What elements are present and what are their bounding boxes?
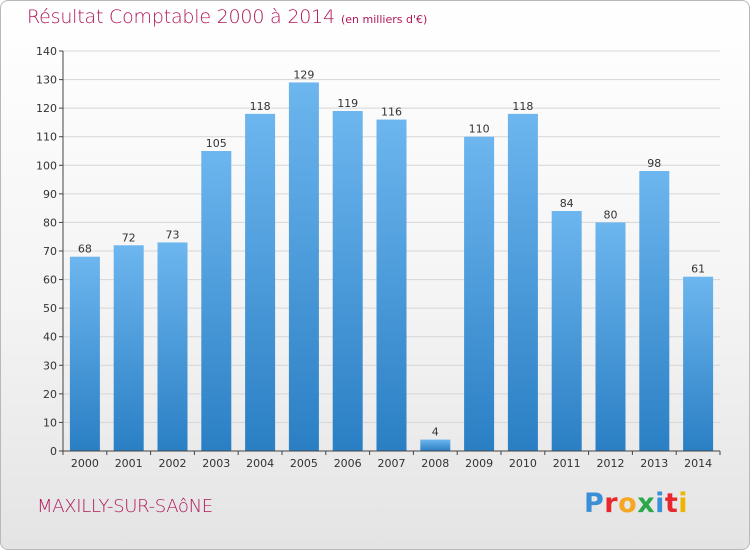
data-label-2008: 4 xyxy=(432,426,439,439)
x-tick-label-2010: 2010 xyxy=(509,457,537,470)
x-axis: 2000 2001 2002 2003 2004 2005 2006 2007 2008 2009… xyxy=(62,450,721,470)
bar-2008 xyxy=(420,439,451,451)
bars: 68 72 73 105 118 129 119 116 4 110 118 84 80 98 61 xyxy=(69,68,714,452)
bar-2002 xyxy=(157,242,188,451)
data-label-2013: 98 xyxy=(647,157,661,170)
logo-letter: x xyxy=(637,488,656,519)
bar-2009 xyxy=(464,136,495,451)
x-tick-label-2004: 2004 xyxy=(246,457,274,470)
x-tick-label-2000: 2000 xyxy=(71,457,99,470)
data-label-2011: 84 xyxy=(560,197,574,210)
bar-2006 xyxy=(332,111,363,451)
logo-letter: i xyxy=(678,488,689,519)
bar-2013 xyxy=(639,171,670,451)
x-tick-label-2005: 2005 xyxy=(290,457,318,470)
y-tick-label: 0 xyxy=(50,445,57,458)
y-tick-label: 20 xyxy=(43,388,57,401)
proxiti-logo: Proxiti xyxy=(584,488,688,519)
y-tick-label: 50 xyxy=(43,302,57,315)
data-label-2010: 118 xyxy=(512,100,533,113)
y-tick-label: 10 xyxy=(43,416,57,429)
data-label-2014: 61 xyxy=(691,263,705,276)
data-label-2012: 80 xyxy=(604,208,618,221)
logo-letter: t xyxy=(664,488,679,519)
data-label-2004: 118 xyxy=(250,100,271,113)
logo-letter: o xyxy=(618,488,638,519)
y-tick-label: 30 xyxy=(43,359,57,372)
y-tick-label: 130 xyxy=(36,74,57,87)
y-tick-label: 40 xyxy=(43,331,57,344)
x-tick-label-2011: 2011 xyxy=(553,457,581,470)
x-tick-label-2012: 2012 xyxy=(597,457,625,470)
data-label-2006: 119 xyxy=(337,97,358,110)
x-tick-label-2008: 2008 xyxy=(421,457,449,470)
logo-letter: P xyxy=(584,488,605,519)
bar-2011 xyxy=(551,211,582,451)
data-label-2009: 110 xyxy=(469,123,490,136)
data-label-2000: 68 xyxy=(78,243,92,256)
data-label-2003: 105 xyxy=(206,137,227,150)
bar-2005 xyxy=(288,82,319,451)
y-axis: 0 10 20 30 40 50 60 70 80 90 100 110 120 130 140 xyxy=(36,45,64,458)
y-tick-label: 120 xyxy=(36,102,57,115)
chart-unit: (en milliers d'€) xyxy=(341,13,428,26)
logo-letter: i xyxy=(655,488,665,519)
bar-2012 xyxy=(595,222,626,451)
x-tick-label-2003: 2003 xyxy=(202,457,230,470)
bar-2010 xyxy=(507,113,538,451)
x-tick-label-2009: 2009 xyxy=(465,457,493,470)
bar-2004 xyxy=(245,113,276,451)
data-label-2001: 72 xyxy=(122,231,136,244)
data-label-2002: 73 xyxy=(166,228,180,241)
y-tick-label: 140 xyxy=(36,45,57,58)
y-tick-label: 110 xyxy=(36,131,57,144)
data-label-2005: 129 xyxy=(293,68,314,81)
x-tick-label-2007: 2007 xyxy=(378,457,406,470)
y-tick-label: 100 xyxy=(36,159,57,172)
y-tick-label: 90 xyxy=(43,188,57,201)
x-tick-label-2001: 2001 xyxy=(115,457,143,470)
x-tick-label-2013: 2013 xyxy=(640,457,668,470)
bar-2007 xyxy=(376,119,407,452)
bar-2014 xyxy=(683,276,714,451)
bar-2001 xyxy=(113,245,144,451)
x-tick-label-2006: 2006 xyxy=(334,457,362,470)
y-tick-label: 60 xyxy=(43,274,57,287)
x-tick-label-2014: 2014 xyxy=(684,457,712,470)
y-tick-label: 80 xyxy=(43,216,57,229)
bar-2003 xyxy=(201,151,232,451)
y-tick-label: 70 xyxy=(43,245,57,258)
city-name: MAXILLY-SUR-SAôNE xyxy=(37,496,213,517)
bar-2000 xyxy=(69,256,100,451)
x-tick-label-2002: 2002 xyxy=(159,457,187,470)
data-label-2007: 116 xyxy=(381,106,402,119)
chart-title: Résultat Comptable 2000 à 2014 xyxy=(27,6,335,28)
logo-letter: r xyxy=(604,488,619,519)
